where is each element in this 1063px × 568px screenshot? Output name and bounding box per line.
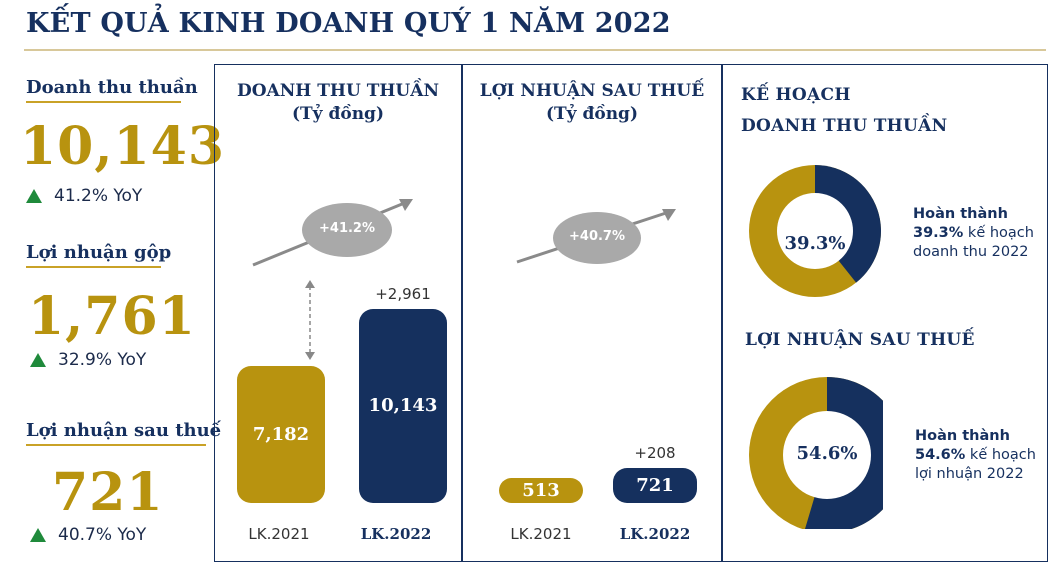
up-arrow-icon [30,528,46,542]
kpi-yoy-text: 41.2% YoY [54,186,143,206]
growth-label: +41.2% [319,221,375,236]
revenue-chart-panel: DOANH THU THUẦN (Tỷ đồng) +41.2% 7,182 1… [214,64,462,562]
bar-lk2022: 10,143 [359,308,447,503]
note-rest: kế hoạch [963,225,1034,241]
bar-lk2021: 513 [499,478,583,503]
note-line3: lợi nhuận 2022 [915,466,1024,482]
donut-hole [777,193,853,269]
kpi-label-net-profit: Lợi nhuận sau thuế [26,420,222,441]
note-bold: Hoàn thành [915,428,1010,444]
delta-arrow [305,280,315,360]
growth-arrow [516,209,676,264]
kpi-value-revenue: 10,143 [20,116,226,177]
chart-title: DOANH THU THUẦN [237,81,439,101]
kpi-yoy-gross-profit: 32.9% YoY [30,350,146,370]
delta-label: +208 [634,444,676,463]
note-line3: doanh thu 2022 [913,244,1029,260]
page-title: KẾT QUẢ KINH DOANH QUÝ 1 NĂM 2022 [26,8,671,39]
delta-label: +2,961 [375,284,431,303]
plan-subtitle-profit: LỢI NHUẬN SAU THUẾ [745,330,975,350]
donut-center-label: 54.6% [796,443,858,464]
plan-title: KẾ HOẠCH [741,85,851,105]
x-tick-label: LK.2021 [248,525,310,543]
title-divider [24,49,1046,51]
bar-lk2022: 721 [613,468,697,503]
kpi-label-revenue: Doanh thu thuần [26,77,198,98]
profit-plan-donut [749,377,883,529]
kpi-yoy-revenue: 41.2% YoY [26,186,142,206]
x-tick-label: LK.2022 [360,525,432,543]
kpi-yoy-text: 40.7% YoY [58,525,147,545]
kpi-label-gross-profit: Lợi nhuận gộp [26,242,172,263]
kpi-yoy-text: 32.9% YoY [58,350,147,370]
plan-panel: KẾ HOẠCH DOANH THU THUẦN 39.3% Hoàn thàn… [722,64,1048,562]
note-rest: kế hoạch [965,447,1036,463]
kpi-value-net-profit: 721 [52,462,164,523]
plan-subtitle-revenue: DOANH THU THUẦN [741,116,948,136]
note-percent: 39.3% [913,225,964,241]
up-arrow-icon [26,189,42,203]
donut-note-revenue: Hoàn thành 39.3% kế hoạch doanh thu 2022 [913,205,1034,262]
kpi-underline [26,444,206,446]
kpi-yoy-net-profit: 40.7% YoY [30,525,146,545]
kpi-underline [26,101,181,103]
kpi-value-gross-profit: 1,761 [28,286,196,347]
donut-note-profit: Hoàn thành 54.6% kế hoạch lợi nhuận 2022 [915,427,1036,484]
x-tick-label: LK.2021 [510,525,572,543]
revenue-plan-donut [749,165,881,297]
bar-lk2021: 7,182 [237,365,325,503]
x-tick-label: LK.2022 [619,525,691,543]
kpi-underline [26,266,161,268]
donut-center-label: 39.3% [784,233,846,254]
up-arrow-icon [30,353,46,367]
chart-subtitle: (Tỷ đồng) [545,104,638,124]
note-bold: Hoàn thành [913,206,1008,222]
note-percent: 54.6% [915,447,966,463]
growth-label: +40.7% [569,229,625,244]
profit-chart-panel: LỢI NHUẬN SAU THUẾ (Tỷ đồng) +40.7% 513 … [462,64,722,562]
growth-arrow [252,199,413,267]
donut-hole [783,411,871,499]
chart-subtitle: (Tỷ đồng) [291,104,384,124]
chart-title: LỢI NHUẬN SAU THUẾ [479,81,705,101]
